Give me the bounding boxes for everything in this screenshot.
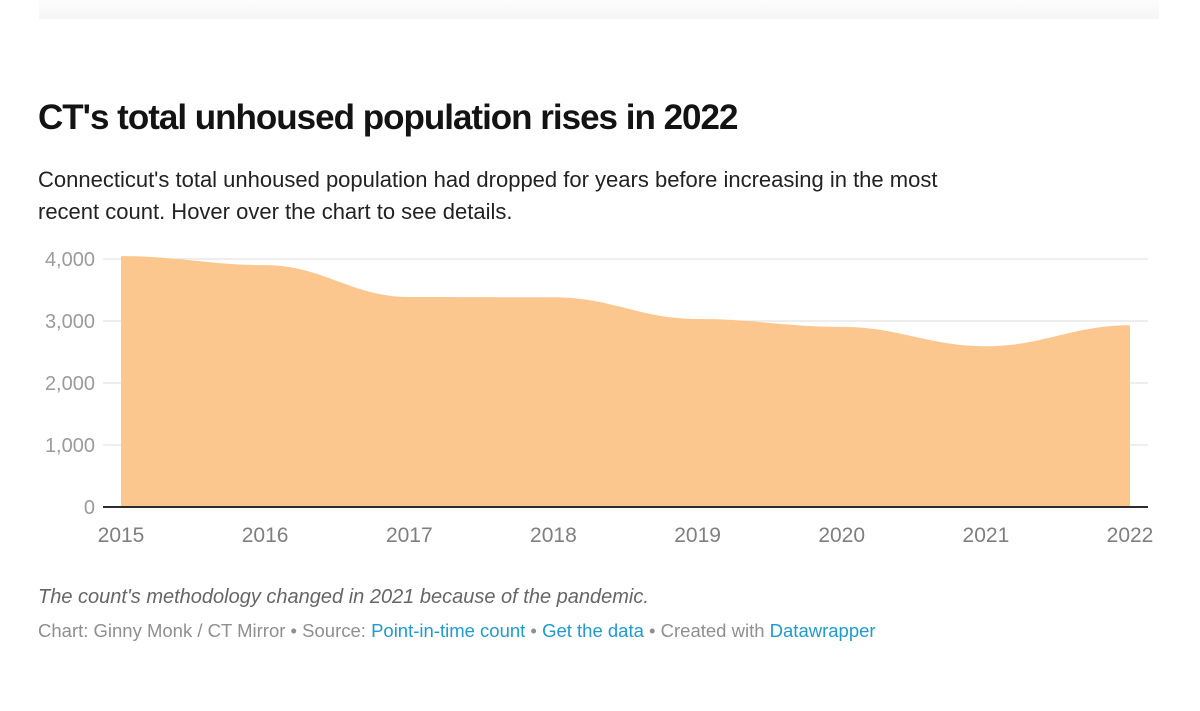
byline-prefix: Chart: Ginny Monk / CT Mirror • Source: [38, 620, 372, 641]
x-axis-tick-label: 2018 [530, 524, 577, 547]
x-axis-tick-label: 2015 [98, 524, 145, 547]
x-axis-tick-label: 2019 [674, 524, 721, 547]
x-axis-tick-label: 2016 [242, 524, 289, 547]
datawrapper-link[interactable]: Datawrapper [769, 620, 876, 641]
byline-separator: • [525, 620, 543, 641]
chart-footnote: The count's methodology changed in 2021 … [38, 586, 649, 608]
y-axis-tick-label: 4,000 [45, 249, 95, 271]
chart-description-line2: recent count. Hover over the chart to se… [38, 199, 513, 224]
chart-description-line1: Connecticut's total unhoused population … [38, 167, 938, 192]
area-series[interactable] [121, 256, 1130, 507]
x-axis-tick-label: 2021 [963, 524, 1010, 547]
x-axis-tick-label: 2022 [1107, 524, 1154, 547]
chart-byline: Chart: Ginny Monk / CT Mirror • Source: … [38, 620, 1158, 642]
embed-top-strip [39, 0, 1159, 19]
byline-separator: • [643, 620, 661, 641]
chart-description: Connecticut's total unhoused population … [38, 164, 1158, 228]
y-axis-tick-label: 0 [84, 497, 95, 519]
byline-created-with: Created with [660, 620, 770, 641]
x-axis-tick-label: 2020 [818, 524, 865, 547]
chart-title: CT's total unhoused population rises in … [38, 98, 738, 137]
y-axis-tick-label: 2,000 [45, 373, 95, 395]
y-axis-tick-label: 1,000 [45, 435, 95, 457]
x-axis-tick-label: 2017 [386, 524, 433, 547]
get-the-data-link[interactable]: Get the data [542, 620, 644, 641]
source-link[interactable]: Point-in-time count [371, 620, 526, 641]
y-axis-tick-label: 3,000 [45, 311, 95, 333]
